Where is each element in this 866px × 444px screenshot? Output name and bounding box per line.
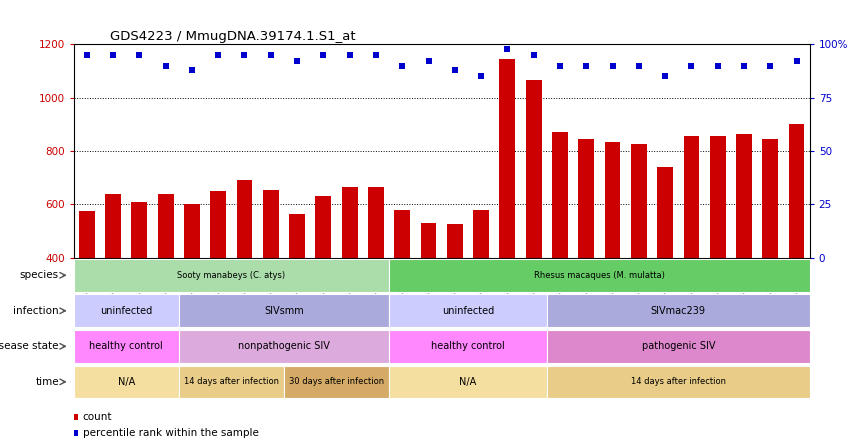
Point (80, 52, 94, 59)
Text: disease state: disease state (0, 341, 59, 351)
Bar (368, 187, 384, 364)
Bar (762, 139, 779, 364)
Point (605, 62, 619, 69)
Bar (631, 144, 647, 364)
Text: N/A: N/A (118, 377, 135, 387)
Bar (389, 330, 546, 363)
Point (68, 429, 82, 436)
Text: uninfected: uninfected (442, 306, 494, 316)
Bar (683, 136, 699, 364)
Bar (500, 59, 515, 364)
Text: GDS4223 / MmugDNA.39174.1.S1_at: GDS4223 / MmugDNA.39174.1.S1_at (111, 30, 356, 43)
Point (763, 62, 777, 69)
Bar (789, 124, 805, 364)
Point (737, 62, 751, 69)
Bar (74, 294, 178, 327)
Bar (342, 187, 358, 364)
Bar (289, 214, 305, 364)
Bar (657, 167, 673, 364)
Bar (447, 224, 462, 364)
Bar (389, 294, 546, 327)
Bar (74, 259, 389, 292)
Text: healthy control: healthy control (431, 341, 505, 351)
Bar (578, 139, 594, 364)
Text: SIVmac239: SIVmac239 (650, 306, 706, 316)
Bar (105, 194, 121, 364)
Point (790, 58, 804, 65)
Text: N/A: N/A (459, 377, 476, 387)
Bar (389, 259, 810, 292)
Point (316, 52, 330, 59)
Point (132, 52, 146, 59)
Point (158, 62, 172, 69)
Point (527, 52, 540, 59)
Point (68, 414, 82, 421)
Point (237, 52, 251, 59)
Bar (158, 194, 173, 364)
Text: uninfected: uninfected (100, 306, 152, 316)
Bar (604, 142, 620, 364)
Bar (79, 211, 94, 364)
Point (501, 45, 514, 52)
Bar (132, 202, 147, 364)
Text: infection: infection (13, 306, 59, 316)
Bar (263, 190, 279, 364)
Text: time: time (36, 377, 59, 387)
Bar (546, 294, 810, 327)
Point (185, 67, 199, 74)
Text: pathogenic SIV: pathogenic SIV (642, 341, 715, 351)
Bar (284, 365, 389, 398)
Point (290, 58, 304, 65)
Bar (553, 132, 568, 364)
Point (395, 62, 409, 69)
Bar (178, 330, 389, 363)
Point (553, 62, 567, 69)
Bar (546, 330, 810, 363)
Bar (389, 365, 546, 398)
Bar (473, 210, 489, 364)
Text: SIVsmm: SIVsmm (264, 306, 304, 316)
Bar (210, 191, 226, 364)
Bar (184, 204, 200, 364)
Point (475, 73, 488, 80)
Text: Rhesus macaques (M. mulatta): Rhesus macaques (M. mulatta) (534, 271, 665, 280)
Point (448, 67, 462, 74)
Text: percentile rank within the sample: percentile rank within the sample (83, 428, 259, 438)
Bar (546, 365, 810, 398)
Bar (74, 330, 178, 363)
Point (711, 62, 725, 69)
Bar (394, 210, 410, 364)
Point (107, 52, 120, 59)
Point (211, 52, 225, 59)
Point (579, 62, 593, 69)
Point (343, 52, 357, 59)
Bar (315, 196, 331, 364)
Point (422, 58, 436, 65)
Text: species: species (20, 270, 59, 280)
Bar (178, 294, 389, 327)
Bar (736, 134, 752, 364)
Text: healthy control: healthy control (89, 341, 163, 351)
Bar (421, 223, 436, 364)
Bar (236, 180, 252, 364)
Bar (710, 136, 726, 364)
Point (264, 52, 278, 59)
Point (684, 62, 698, 69)
Text: 14 days after infection: 14 days after infection (184, 377, 279, 386)
Bar (178, 365, 284, 398)
Point (369, 52, 383, 59)
Text: count: count (83, 412, 113, 422)
Bar (74, 365, 178, 398)
Point (632, 62, 646, 69)
Text: 30 days after infection: 30 days after infection (289, 377, 384, 386)
Point (658, 73, 672, 80)
Text: 14 days after infection: 14 days after infection (630, 377, 726, 386)
Bar (526, 80, 541, 364)
Text: nonpathogenic SIV: nonpathogenic SIV (238, 341, 330, 351)
Text: Sooty manabeys (C. atys): Sooty manabeys (C. atys) (178, 271, 286, 280)
